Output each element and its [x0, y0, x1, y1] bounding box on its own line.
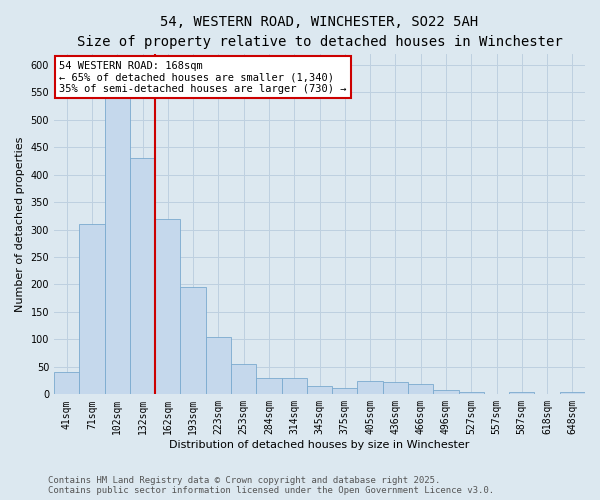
Bar: [408, 384, 433, 394]
Bar: [256, 378, 281, 394]
Bar: [458, 392, 484, 394]
Bar: [155, 218, 181, 394]
Bar: [181, 287, 206, 395]
Text: Contains HM Land Registry data © Crown copyright and database right 2025.
Contai: Contains HM Land Registry data © Crown c…: [48, 476, 494, 495]
Bar: [79, 224, 104, 394]
Bar: [509, 392, 535, 394]
Title: 54, WESTERN ROAD, WINCHESTER, SO22 5AH
Size of property relative to detached hou: 54, WESTERN ROAD, WINCHESTER, SO22 5AH S…: [77, 15, 562, 48]
Bar: [307, 386, 332, 394]
Bar: [433, 390, 458, 394]
Bar: [560, 392, 585, 394]
Bar: [130, 158, 155, 394]
Bar: [54, 372, 79, 394]
Bar: [231, 364, 256, 394]
Bar: [383, 382, 408, 394]
Bar: [104, 92, 130, 395]
Bar: [206, 336, 231, 394]
Text: 54 WESTERN ROAD: 168sqm
← 65% of detached houses are smaller (1,340)
35% of semi: 54 WESTERN ROAD: 168sqm ← 65% of detache…: [59, 60, 347, 94]
X-axis label: Distribution of detached houses by size in Winchester: Distribution of detached houses by size …: [169, 440, 470, 450]
Bar: [332, 388, 358, 394]
Bar: [358, 380, 383, 394]
Bar: [281, 378, 307, 394]
Y-axis label: Number of detached properties: Number of detached properties: [15, 136, 25, 312]
